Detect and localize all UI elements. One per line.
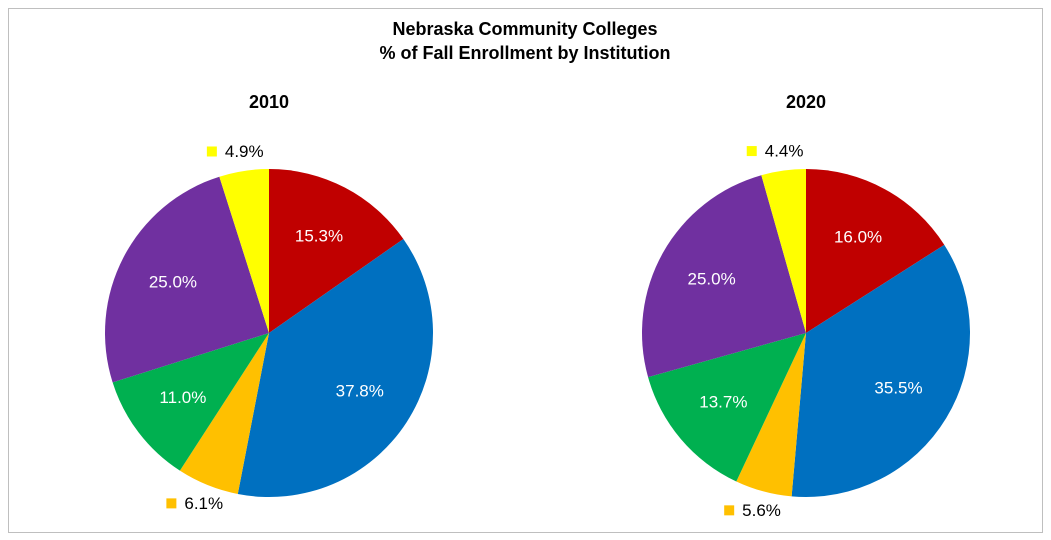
pie-slice bbox=[736, 333, 806, 497]
data-label: 16.0% bbox=[834, 228, 882, 247]
label-marker bbox=[724, 505, 735, 516]
pie-slice bbox=[219, 169, 269, 333]
data-label: 11.0% bbox=[159, 388, 206, 407]
data-label: 25.0% bbox=[149, 273, 197, 292]
pie-slice bbox=[791, 244, 970, 497]
pie-title: 2020 bbox=[786, 92, 826, 112]
pie-slice bbox=[761, 169, 806, 333]
pie-slice bbox=[642, 175, 806, 378]
pie-slice bbox=[237, 238, 433, 497]
data-label: 6.1% bbox=[184, 494, 223, 513]
label-marker bbox=[206, 146, 217, 157]
data-label: 4.9% bbox=[225, 142, 264, 161]
pie-slice bbox=[806, 169, 945, 333]
chart-title: Nebraska Community Colleges bbox=[392, 19, 657, 39]
data-label: 4.4% bbox=[765, 142, 804, 161]
data-label: 13.7% bbox=[699, 392, 747, 411]
label-marker bbox=[746, 146, 757, 157]
data-label: 37.8% bbox=[336, 381, 384, 400]
label-marker bbox=[166, 498, 177, 509]
data-label: 25.0% bbox=[687, 270, 735, 289]
pie-slice bbox=[648, 333, 806, 482]
chart-title: % of Fall Enrollment by Institution bbox=[380, 43, 671, 63]
data-label: 35.5% bbox=[874, 379, 922, 398]
data-label: 5.6% bbox=[742, 501, 781, 520]
pie-slice bbox=[269, 169, 404, 333]
pie-slice bbox=[179, 333, 269, 495]
pie-title: 2010 bbox=[249, 92, 289, 112]
pie-slice bbox=[112, 333, 269, 471]
data-label: 15.3% bbox=[295, 226, 343, 245]
pie-slice bbox=[105, 176, 269, 383]
